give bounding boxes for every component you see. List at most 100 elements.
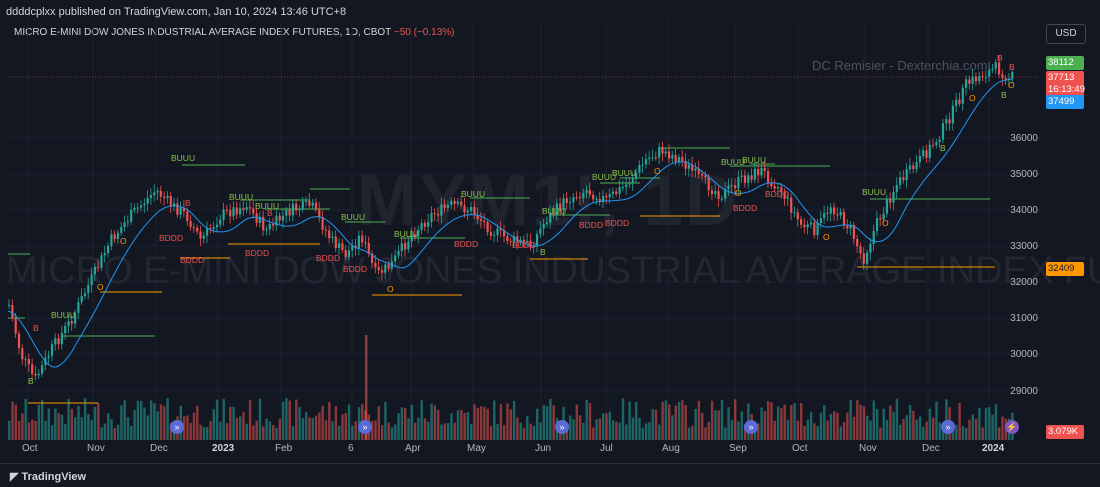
volume-bar: [724, 427, 727, 440]
candle-body: [968, 79, 971, 84]
volume-bar: [671, 415, 674, 440]
volume-bar: [324, 420, 328, 440]
author-watermark: DC Remisier - Dexterchia.com: [812, 58, 988, 73]
candle-body: [790, 197, 793, 213]
b-marker: B: [997, 53, 1003, 63]
candle-body: [54, 338, 57, 345]
dividend-event-icon[interactable]: »: [941, 420, 955, 434]
candle-body: [354, 245, 357, 248]
volume-bar: [945, 399, 948, 440]
volume-bar: [80, 417, 83, 440]
candle-body: [93, 266, 96, 275]
candle-body: [173, 203, 176, 207]
volume-bar: [281, 401, 285, 440]
candlesticks: [8, 55, 1014, 381]
volume-bar: [668, 404, 671, 440]
volume-bar: [512, 400, 516, 440]
volume-bar: [707, 421, 710, 440]
volume-bar: [334, 406, 338, 440]
volume-bar: [536, 408, 539, 440]
sell-signal-label: BDDD: [180, 255, 205, 265]
volume-bar: [912, 410, 915, 440]
dividend-event-icon[interactable]: »: [555, 420, 569, 434]
candle-body: [453, 200, 456, 204]
sell-signal-label: BDDD: [733, 203, 758, 213]
price-label: 31000: [1010, 313, 1038, 324]
dividend-event-icon[interactable]: »: [170, 420, 184, 434]
candle-body: [206, 228, 209, 236]
volume-bar: [24, 398, 27, 440]
volume-bar: [202, 427, 206, 440]
volume-bar: [651, 409, 654, 440]
volume-bar: [377, 406, 380, 440]
candle-body: [677, 157, 681, 162]
dividend-event-icon[interactable]: »: [358, 420, 372, 434]
dividend-event-icon[interactable]: »: [744, 420, 758, 434]
candle-body: [555, 203, 558, 215]
volume-bar: [661, 401, 664, 440]
time-label: Apr: [405, 443, 421, 454]
volume-bar: [229, 406, 232, 440]
candle-body: [232, 207, 235, 217]
volume-bar: [354, 421, 357, 440]
volume-bar: [103, 423, 107, 440]
candle-body: [644, 159, 648, 165]
volume-bar: [635, 401, 638, 440]
candle-body: [219, 219, 222, 225]
candle-body: [357, 235, 360, 248]
buy-signal-label: BUUU: [229, 192, 254, 202]
volume-bar: [206, 427, 209, 440]
candle-body: [575, 197, 578, 199]
volume-bar: [773, 420, 776, 440]
symbol-legend[interactable]: MICRO E-MINI DOW JONES INDUSTRIAL AVERAG…: [14, 27, 454, 38]
volume-bar: [192, 412, 196, 440]
volume-bar: [806, 419, 809, 440]
candle-body: [446, 204, 450, 208]
candle-body: [202, 235, 205, 239]
volume-bar: [133, 409, 136, 440]
candle-body: [1001, 74, 1004, 79]
volume-bar: [285, 398, 288, 440]
volume-bar: [542, 405, 545, 440]
candle-body: [981, 76, 984, 78]
time-label: Nov: [87, 443, 105, 454]
price-change: −50 (−0.13%): [393, 27, 455, 38]
time-label: May: [467, 443, 486, 454]
volume-bar: [476, 408, 479, 440]
tradingview-logo[interactable]: ◤ TradingView: [10, 470, 86, 483]
volume-bar: [8, 420, 11, 440]
volume-bar: [767, 401, 770, 440]
candle-body: [496, 228, 499, 235]
volume-bar: [410, 404, 413, 440]
price-label: 34000: [1010, 205, 1038, 216]
volume-bar: [783, 404, 786, 440]
volume-bar: [44, 420, 47, 440]
candle-body: [875, 218, 879, 231]
candle-body: [780, 187, 783, 192]
volume-bar: [734, 399, 737, 440]
volume-bar: [387, 422, 390, 440]
candle-body: [60, 333, 63, 345]
candle-body: [97, 266, 100, 268]
volume-bar: [87, 413, 90, 440]
volume-bar: [70, 408, 74, 440]
volume-bar: [862, 406, 866, 440]
candle-body: [321, 217, 324, 230]
volume-bar: [311, 418, 314, 440]
candle-body: [417, 229, 420, 237]
volume-bar: [291, 426, 295, 440]
candle-body: [562, 198, 565, 211]
volume-bar: [743, 425, 747, 440]
volume-bar: [219, 421, 222, 440]
volume-bar: [760, 407, 763, 440]
volume-bar: [365, 335, 368, 440]
volume-bar: [803, 425, 806, 440]
volume-bar: [140, 401, 143, 440]
currency-button[interactable]: USD: [1046, 24, 1086, 44]
lightning-event-icon[interactable]: ⚡: [1005, 420, 1019, 434]
volume-bar: [852, 416, 856, 440]
time-label: Dec: [150, 443, 168, 454]
candle-body: [605, 195, 608, 198]
volume-bar: [849, 400, 852, 440]
